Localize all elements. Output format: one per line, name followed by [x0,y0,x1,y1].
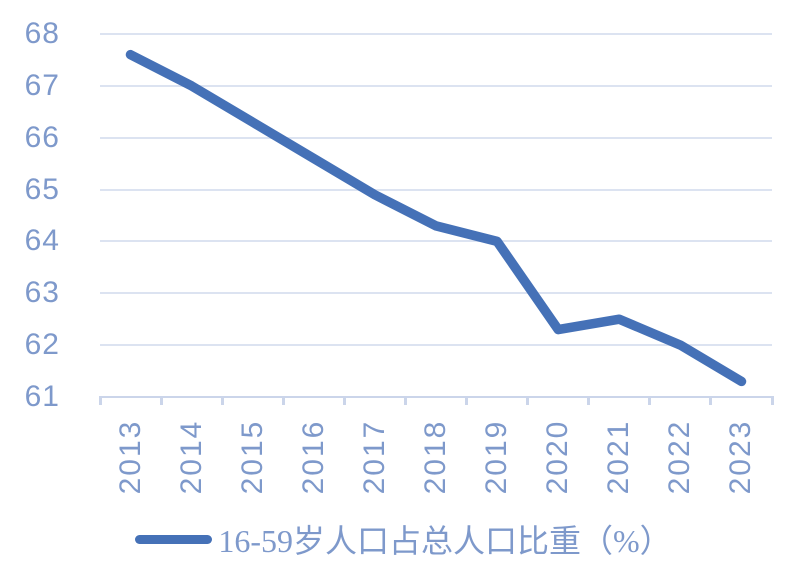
x-axis-tick [526,397,530,405]
x-axis-tick [403,397,407,405]
x-axis-tick [709,397,713,405]
y-tick-label: 67 [24,68,60,102]
x-axis-tick [770,397,774,405]
y-tick-label: 65 [24,172,60,206]
y-tick-label: 63 [24,276,60,310]
x-axis-tick [587,397,591,405]
legend-line-swatch [135,534,213,544]
gridline [100,33,772,35]
x-axis-tick [220,397,224,405]
x-axis-tick [465,397,469,405]
x-axis-tick [159,397,163,405]
gridline [100,292,772,295]
x-axis-line [99,396,774,398]
x-axis-tick [281,397,285,405]
gridline [100,344,772,347]
gridline [100,136,772,139]
y-tick-label: 64 [24,224,60,258]
gridline [100,188,772,191]
x-axis-tick [648,397,652,405]
legend-label: 16-59岁人口占总人口比重（%） [218,523,672,559]
series-line [125,49,747,387]
x-axis-tick [342,397,346,405]
y-tick-label: 68 [24,17,60,50]
legend: 16-59岁人口占总人口比重（%） [0,516,807,562]
y-tick-label: 62 [24,328,60,362]
y-tick-label: 61 [24,380,60,413]
x-axis-tick [98,397,102,405]
y-tick-label: 66 [24,120,60,154]
gridline [100,240,772,243]
gridline [100,84,772,87]
